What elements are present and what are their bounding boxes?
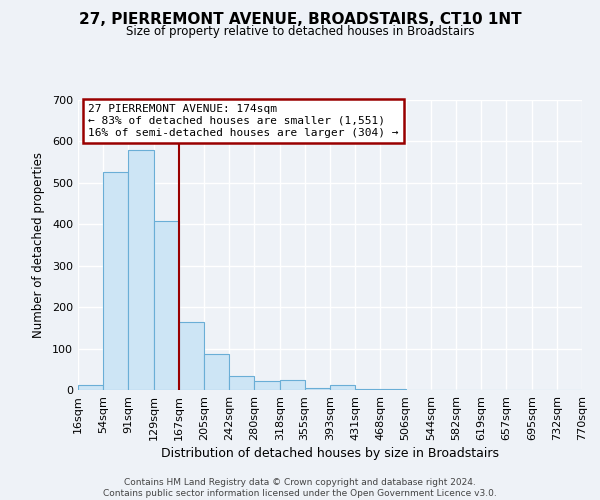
Y-axis label: Number of detached properties: Number of detached properties	[32, 152, 45, 338]
Bar	[355, 389, 380, 390]
Bar	[229, 376, 254, 390]
X-axis label: Distribution of detached houses by size in Broadstairs: Distribution of detached houses by size …	[161, 447, 499, 460]
Text: Size of property relative to detached houses in Broadstairs: Size of property relative to detached ho…	[126, 25, 474, 38]
Bar	[179, 322, 205, 390]
Bar	[78, 384, 103, 390]
Bar	[154, 221, 179, 390]
Bar	[330, 384, 355, 390]
Text: Contains HM Land Registry data © Crown copyright and database right 2024.
Contai: Contains HM Land Registry data © Crown c…	[103, 478, 497, 498]
Text: 27 PIERREMONT AVENUE: 174sqm
← 83% of detached houses are smaller (1,551)
16% of: 27 PIERREMONT AVENUE: 174sqm ← 83% of de…	[88, 104, 398, 138]
Bar	[305, 388, 330, 390]
Bar	[103, 172, 128, 390]
Bar	[280, 380, 305, 390]
Bar	[128, 150, 154, 390]
Bar	[254, 381, 280, 390]
Bar	[205, 354, 229, 390]
Bar	[380, 389, 406, 390]
Text: 27, PIERREMONT AVENUE, BROADSTAIRS, CT10 1NT: 27, PIERREMONT AVENUE, BROADSTAIRS, CT10…	[79, 12, 521, 28]
